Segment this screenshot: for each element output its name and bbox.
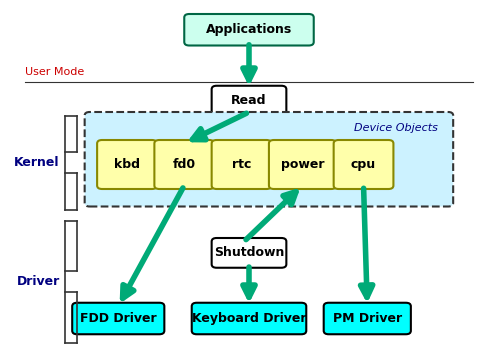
- Text: Shutdown: Shutdown: [214, 246, 284, 259]
- Text: Kernel: Kernel: [14, 156, 60, 169]
- Text: rtc: rtc: [232, 158, 251, 171]
- FancyBboxPatch shape: [97, 140, 157, 189]
- FancyBboxPatch shape: [212, 86, 286, 116]
- Text: Applications: Applications: [206, 23, 292, 36]
- Text: Keyboard Driver: Keyboard Driver: [192, 312, 306, 325]
- FancyBboxPatch shape: [192, 303, 306, 334]
- Text: PM Driver: PM Driver: [333, 312, 402, 325]
- Text: cpu: cpu: [351, 158, 376, 171]
- FancyBboxPatch shape: [324, 303, 411, 334]
- FancyBboxPatch shape: [334, 140, 393, 189]
- Text: FDD Driver: FDD Driver: [80, 312, 156, 325]
- FancyBboxPatch shape: [72, 303, 164, 334]
- FancyBboxPatch shape: [85, 112, 453, 206]
- Text: fd0: fd0: [173, 158, 196, 171]
- Text: Read: Read: [231, 94, 267, 107]
- FancyBboxPatch shape: [212, 238, 286, 268]
- Text: User Mode: User Mode: [25, 67, 84, 77]
- FancyBboxPatch shape: [269, 140, 336, 189]
- Text: Device Objects: Device Objects: [355, 122, 438, 133]
- Text: kbd: kbd: [114, 158, 140, 171]
- Text: Driver: Driver: [16, 275, 60, 288]
- FancyBboxPatch shape: [154, 140, 214, 189]
- FancyBboxPatch shape: [212, 140, 271, 189]
- FancyBboxPatch shape: [184, 14, 314, 46]
- Text: power: power: [281, 158, 324, 171]
